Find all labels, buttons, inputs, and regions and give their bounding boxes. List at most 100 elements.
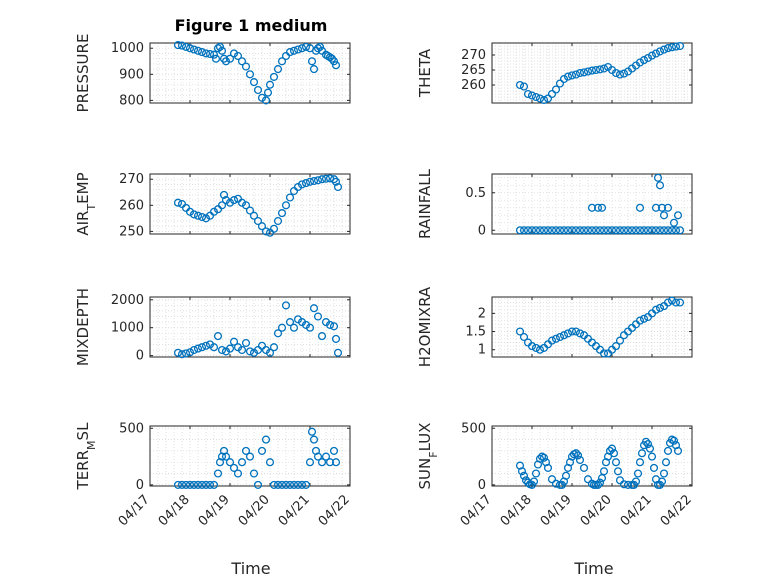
data-point [297,480,307,489]
data-point [273,65,283,74]
data-point [523,89,533,99]
data-point [643,226,653,235]
data-point [329,57,339,66]
data-point [547,226,557,235]
data-point [177,41,187,50]
xtick-label: 04/17 [116,492,153,529]
data-point [555,79,565,88]
data-point [173,41,183,50]
data-point [233,469,243,478]
ylabel-sun-flux: SUNFLUX [416,423,440,490]
data-point [643,53,653,63]
data-point [595,226,605,235]
data-point [519,471,529,480]
data-point [273,216,283,226]
data-point [571,70,581,79]
ylabel-pressure: PRESSURE [74,34,92,113]
ytick-label: 0 [478,478,486,493]
data-point [659,469,669,478]
data-point [241,62,251,71]
data-point [269,224,279,233]
data-point [571,226,581,235]
data-point [635,226,645,235]
panel-terr-msl: TERRMSL 0 500 04/17 04/18 04/19 04/20 04/21 04/… [74,421,353,529]
series-markers [515,41,685,105]
ylabel-rainfall: RAINFALL [416,168,434,239]
data-point [181,349,191,358]
data-point [651,203,661,212]
data-point [615,336,625,345]
axes-box [149,42,351,104]
data-point [583,226,593,235]
data-point [673,446,683,455]
xtick-label: 04/17 [458,492,495,529]
data-point [193,344,203,353]
data-point [663,44,673,53]
data-point [233,51,243,61]
data-point [575,455,585,465]
data-point [257,446,267,455]
data-point [209,207,219,216]
data-point [659,45,669,54]
data-point [655,181,665,190]
data-point [575,226,585,235]
data-point [649,463,659,472]
data-point [201,49,211,58]
data-point [225,198,235,207]
data-point [307,57,317,66]
data-point [655,303,665,312]
data-point [285,480,295,489]
data-point [671,226,681,235]
data-point [305,458,315,467]
data-point [317,332,327,341]
data-point [185,44,195,53]
data-point [301,42,311,51]
data-point [281,201,291,210]
data-point [547,336,557,345]
data-point [563,329,573,338]
ytick-label: 250 [119,224,144,239]
data-point [535,94,545,103]
data-point [325,458,335,467]
axes-box [491,42,693,104]
data-point [535,454,545,463]
data-point [237,57,247,66]
data-point [253,216,263,226]
data-point [599,349,609,358]
data-point [253,480,263,489]
data-point [263,88,273,97]
data-point [527,91,537,100]
data-point [225,344,235,353]
data-point [671,298,681,307]
data-point [293,45,303,54]
data-point [197,480,207,489]
data-point [547,89,557,99]
data-point [593,203,603,212]
data-point [177,480,187,489]
xtick-label: 04/21 [618,492,655,529]
data-point [173,480,183,489]
data-point [313,176,323,185]
data-point [173,198,183,207]
data-point [531,343,541,352]
data-point [523,226,533,235]
data-point [217,345,227,355]
data-point [535,345,545,354]
data-point [651,226,661,235]
data-point [241,446,251,455]
data-point [331,61,341,70]
ytick-label: 2000 [111,293,144,308]
xtick-label: 04/19 [196,492,233,529]
data-point [587,203,597,212]
xlabel-left: Time [230,559,270,578]
series-markers [173,427,341,489]
ytick-label: 1000 [111,41,144,56]
data-point [297,44,307,53]
data-point [579,68,589,77]
data-point [615,226,625,235]
data-point [313,44,323,53]
data-point [253,345,263,355]
ytick-label: 0 [136,349,144,364]
data-point [213,44,223,53]
panel-pressure: PRESSURE 800 900 1000 [74,34,351,113]
